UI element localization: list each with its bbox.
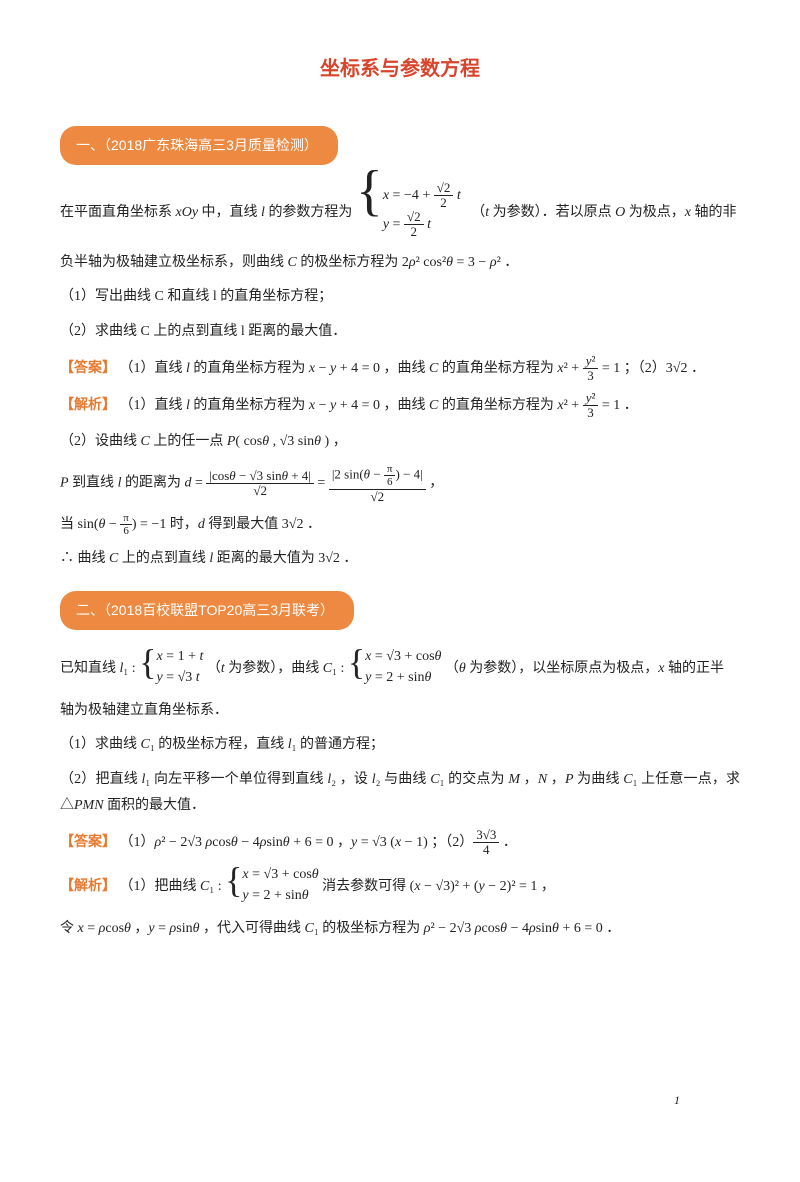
q1-sub1: （1）写出曲线 C 和直线 l 的直角坐标方程；: [60, 284, 740, 311]
solution-label: 【解析】: [60, 398, 116, 413]
q1-intro-tail: （t 为参数）．若以原点 O 为极点，x 轴的非: [464, 204, 736, 219]
q2-c1-system-2: x = √3 + cosθ y = 2 + sinθ: [242, 864, 318, 906]
q1-intro: 在平面直角坐标系 xOy 中，直线 l 的参数方程为 { x = −4 + √2…: [60, 183, 740, 242]
q2-intro2: 轴为极轴建立直角坐标系．: [60, 698, 740, 725]
q1-solution-1: 【解析】 （1）直线 l 的直角坐标方程为 x − y + 4 = 0 ，曲线 …: [60, 391, 740, 421]
solution-label-2: 【解析】: [60, 879, 116, 894]
q2-answer-text: （1）ρ² − 2√3 ρcosθ − 4ρsinθ + 6 = 0 ，y = …: [120, 835, 517, 850]
q1-answer: 【答案】 （1）直线 l 的直角坐标方程为 x − y + 4 = 0 ，曲线 …: [60, 354, 740, 384]
q1-badge: 一、（2018广东珠海高三3月质量检测）: [60, 126, 338, 165]
q2-sub2: （2）把直线 l₁ 向左平移一个单位得到直线 l₂ ，设 l₂ 与曲线 C₁ 的…: [60, 767, 740, 820]
q2-solution-2: 令 x = ρcosθ ，y = ρsinθ ，代入可得曲线 C₁ 的极坐标方程…: [60, 916, 740, 943]
q2-answer: 【答案】 （1）ρ² − 2√3 ρcosθ − 4ρsinθ + 6 = 0 …: [60, 828, 740, 858]
q1-intro-text: 在平面直角坐标系 xOy 中，直线 l 的参数方程为: [60, 204, 352, 219]
q2-sub1: （1）求曲线 C₁ 的极坐标方程，直线 l₁ 的普通方程；: [60, 732, 740, 759]
q1-solution-4: 当 sin(θ − π6) = −1 时，d 得到最大值 3√2 ．: [60, 512, 740, 539]
q2-intro: 已知直线 l₁ : { x = 1 + t y = √3 t （t 为参数），曲…: [60, 648, 740, 690]
q2-l1-system: x = 1 + t y = √3 t: [156, 646, 203, 688]
q2-solution-1: 【解析】 （1）把曲线 C₁ : { x = √3 + cosθ y = 2 +…: [60, 866, 740, 908]
q1-sol1-text: （1）直线 l 的直角坐标方程为 x − y + 4 = 0 ，曲线 C 的直角…: [120, 398, 638, 413]
q1-solution-2: （2）设曲线 C 上的任一点 P( cosθ , √3 sinθ ) ，: [60, 429, 740, 456]
answer-label: 【答案】: [60, 361, 116, 376]
q1-intro2: 负半轴为极轴建立极坐标系，则曲线 C 的极坐标方程为 2ρ² cos²θ = 3…: [60, 250, 740, 277]
answer-label-2: 【答案】: [60, 835, 116, 850]
q1-sub2: （2）求曲线 C 上的点到直线 l 距离的最大值．: [60, 319, 740, 346]
page-number: 1: [674, 1089, 680, 1112]
q1-param-system: x = −4 + √22 t y = √22 t: [383, 181, 461, 240]
q1-solution-3: P 到直线 l 的距离为 d = |cosθ − √3 sinθ + 4|√2 …: [60, 463, 740, 503]
q2-badge: 二、（2018百校联盟TOP20高三3月联考）: [60, 591, 354, 630]
page-title: 坐标系与参数方程: [60, 50, 740, 88]
q2-c1-system: x = √3 + cosθ y = 2 + sinθ: [365, 646, 441, 688]
q1-answer-text: （1）直线 l 的直角坐标方程为 x − y + 4 = 0 ，曲线 C 的直角…: [120, 361, 705, 376]
q1-solution-5: ∴ 曲线 C 上的点到直线 l 距离的最大值为 3√2 ．: [60, 546, 740, 573]
